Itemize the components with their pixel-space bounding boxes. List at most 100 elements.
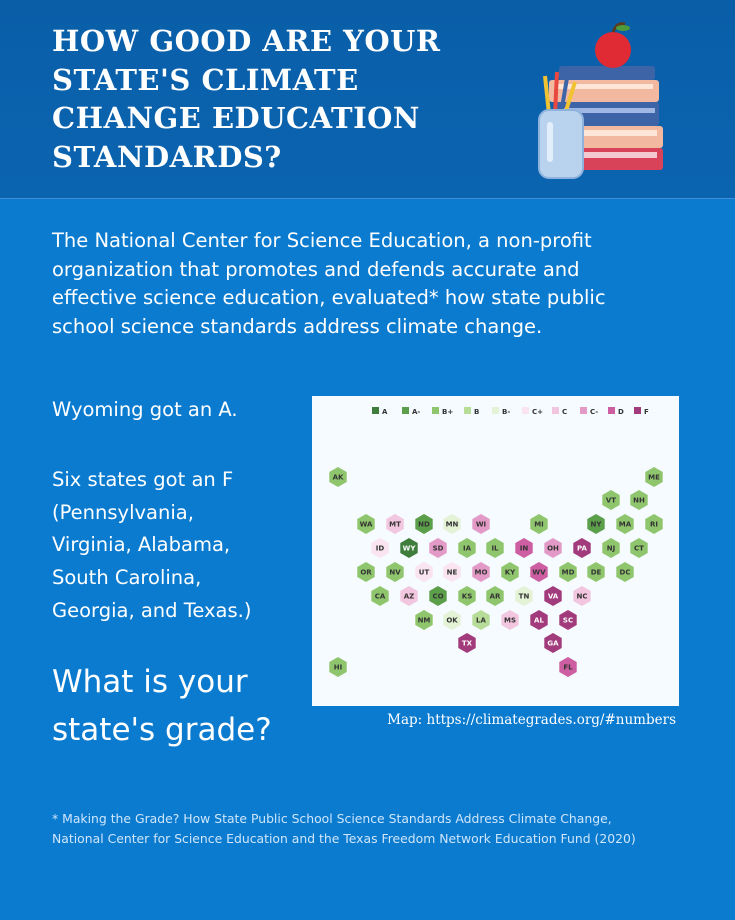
- legend-label: B: [474, 408, 479, 416]
- state-hex: [573, 586, 591, 606]
- state-label: WY: [403, 545, 417, 553]
- state-hex: [415, 562, 433, 582]
- state-label: OH: [547, 545, 559, 553]
- text-line: organization that promotes and defends a…: [52, 257, 580, 281]
- state-hex: [559, 610, 577, 630]
- state-hex: [429, 538, 447, 558]
- text-line: CHANGE EDUCATION: [52, 101, 420, 135]
- footnote: * Making the Grade? How State Public Sch…: [52, 809, 636, 848]
- map-caption: Map: https://climategrades.org/#numbers: [387, 712, 676, 728]
- state-hex: [602, 538, 620, 558]
- legend-swatch: [522, 407, 529, 414]
- state-hex: [530, 610, 548, 630]
- text-line: The National Center for Science Educatio…: [52, 229, 592, 252]
- state-label: ND: [418, 521, 430, 529]
- state-label: LA: [476, 617, 486, 625]
- text-line: STATE'S CLIMATE: [52, 62, 359, 97]
- state-label: VA: [548, 593, 559, 601]
- state-label: AL: [534, 617, 544, 625]
- state-hex: [573, 538, 591, 558]
- intro-text: The National Center for Science Educatio…: [52, 227, 606, 341]
- state-hex: [559, 657, 577, 677]
- state-label: ME: [648, 474, 660, 482]
- state-label: IL: [491, 545, 499, 553]
- legend-swatch: [608, 407, 615, 414]
- text-line: STANDARDS?: [52, 139, 282, 174]
- state-label: AK: [333, 474, 344, 482]
- legend-swatch: [432, 407, 439, 414]
- state-label: MO: [475, 569, 488, 577]
- state-label: MN: [446, 521, 459, 529]
- state-label: IN: [520, 545, 529, 553]
- state-label: KS: [462, 593, 472, 601]
- text-line: HOW GOOD ARE YOUR: [52, 24, 441, 58]
- state-label: CO: [432, 593, 443, 601]
- state-hex: [357, 562, 375, 582]
- state-hex: [486, 538, 504, 558]
- text-line: Six states got an F: [52, 468, 234, 491]
- legend-label: B-: [502, 408, 510, 416]
- title: HOW GOOD ARE YOUR STATE'S CLIMATE CHANGE E…: [52, 22, 441, 176]
- state-label: UT: [419, 569, 430, 577]
- state-hex: [544, 633, 562, 653]
- state-hex: [530, 514, 548, 534]
- state-label: ID: [376, 545, 385, 553]
- state-label: MA: [619, 521, 632, 529]
- state-hex: [329, 657, 347, 677]
- legend-swatch: [464, 407, 471, 414]
- state-hex: [371, 586, 389, 606]
- text-line: Virginia, Alabama,: [52, 533, 231, 557]
- state-label: WI: [476, 521, 486, 529]
- legend-label: C-: [590, 408, 598, 416]
- state-label: CT: [634, 545, 644, 553]
- text-line: * Making the Grade? How State Public Sch…: [52, 811, 612, 826]
- legend-swatch: [580, 407, 587, 414]
- state-label: MT: [389, 521, 401, 529]
- state-label: MD: [562, 569, 575, 577]
- legend-label: D: [618, 408, 624, 416]
- state-hex: [472, 514, 490, 534]
- state-label: SC: [563, 617, 573, 625]
- state-hex: [587, 514, 605, 534]
- state-label: TN: [519, 593, 530, 601]
- state-label: KY: [505, 569, 516, 577]
- state-hex: [501, 562, 519, 582]
- legend-label: C+: [532, 408, 543, 416]
- state-hex: [630, 538, 648, 558]
- state-label: RI: [650, 521, 658, 529]
- state-hex: [616, 562, 634, 582]
- legend-label: A: [382, 408, 388, 416]
- state-label: MS: [504, 617, 516, 625]
- state-label: TX: [462, 640, 473, 648]
- legend-label: C: [562, 408, 567, 416]
- state-label: DC: [620, 569, 631, 577]
- state-hex: [357, 514, 375, 534]
- state-hex: [645, 514, 663, 534]
- state-label: OR: [360, 569, 372, 577]
- state-label: FL: [563, 664, 573, 672]
- header: HOW GOOD ARE YOUR STATE'S CLIMATE CHANGE E…: [0, 0, 735, 199]
- state-hex: [602, 490, 620, 510]
- state-label: NV: [389, 569, 401, 577]
- state-label: WA: [360, 521, 373, 529]
- state-hex: [472, 610, 490, 630]
- legend-swatch: [492, 407, 499, 414]
- books-illustration: [538, 22, 663, 179]
- state-hex: [630, 490, 648, 510]
- legend-label: B+: [442, 408, 453, 416]
- text-line: National Center for Science Education an…: [52, 830, 636, 846]
- state-label: PA: [577, 545, 587, 553]
- state-hex: [386, 514, 404, 534]
- state-hex: [530, 562, 548, 582]
- state-hex: [645, 467, 663, 487]
- state-hex: [443, 562, 461, 582]
- hex-map: A A- B+ B B- C+ C C- D F AK ME VT NH WA MT ND MN WI MI NY MA R…: [312, 396, 679, 706]
- state-label: CA: [375, 593, 386, 601]
- legend-swatch: [634, 407, 641, 414]
- state-hex: [458, 586, 476, 606]
- state-hex: [587, 562, 605, 582]
- state-label: NJ: [607, 545, 615, 553]
- state-hex: [486, 586, 504, 606]
- state-label: SD: [433, 545, 444, 553]
